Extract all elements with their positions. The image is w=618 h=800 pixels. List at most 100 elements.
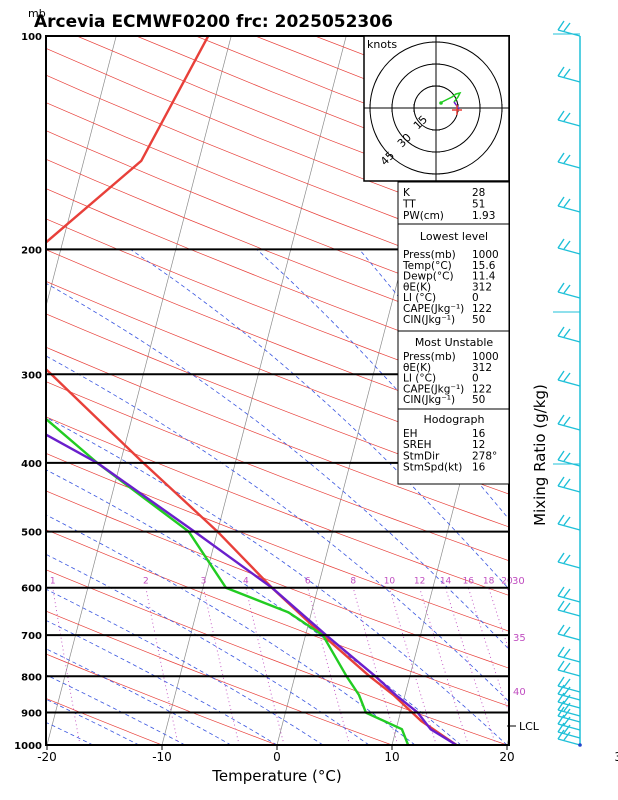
wind-barb bbox=[557, 476, 581, 493]
chart-title: Arcevia ECMWF0200 frc: 2025052306 bbox=[34, 12, 393, 32]
hodograph: knots 15 30 45 bbox=[363, 35, 510, 182]
index-label: StmSpd(kt) bbox=[403, 462, 462, 474]
index-value: 16 bbox=[472, 462, 486, 474]
y-tick-label: 600 bbox=[21, 584, 42, 595]
wind-barb bbox=[557, 552, 581, 569]
index-label: Press(mb) bbox=[403, 351, 456, 363]
index-value: 1000 bbox=[472, 249, 499, 261]
index-label: CIN(Jkg⁻¹) bbox=[403, 314, 455, 326]
indices-panel: Lowest level Most Unstable Hodograph K 28… bbox=[397, 181, 510, 485]
mixing-ratio-label: 4 bbox=[243, 577, 249, 587]
y-tick-label: 700 bbox=[21, 631, 42, 642]
wind-barb bbox=[557, 586, 581, 603]
index-label: PW(cm) bbox=[403, 210, 444, 222]
mixing-ratio-label: 10 bbox=[384, 577, 396, 587]
index-value: 0 bbox=[472, 373, 479, 385]
theta-e-label-40: 40 bbox=[513, 687, 526, 698]
x-tick-label: 20 bbox=[499, 750, 514, 764]
mixing-ratio-label: 1 bbox=[50, 577, 56, 587]
y-tick-label: 100 bbox=[21, 32, 42, 43]
index-label: Dewp(°C) bbox=[403, 271, 454, 283]
mixing-ratio-label: 3 bbox=[201, 577, 207, 587]
wind-barb bbox=[557, 660, 581, 677]
wind-barb bbox=[557, 370, 581, 387]
y-tick-label: 400 bbox=[21, 459, 42, 470]
x-tick-label: -20 bbox=[37, 750, 57, 764]
y-tick-label: 500 bbox=[21, 528, 42, 539]
wind-barb bbox=[557, 282, 581, 299]
hodograph-unit-label: knots bbox=[367, 38, 397, 51]
index-value: 50 bbox=[472, 314, 485, 326]
index-value: 1000 bbox=[472, 351, 499, 363]
mixing-ratio-label: 8 bbox=[350, 577, 356, 587]
index-value: 50 bbox=[472, 394, 485, 406]
wind-barb bbox=[557, 450, 581, 467]
wind-barb bbox=[557, 196, 581, 213]
index-label: StmDir bbox=[403, 450, 440, 462]
index-label: K bbox=[403, 187, 411, 199]
wind-barbs bbox=[553, 20, 582, 747]
index-label: Press(mb) bbox=[403, 249, 456, 261]
index-value: 0 bbox=[472, 292, 479, 304]
index-value: 122 bbox=[472, 383, 492, 395]
x-tick-label: -10 bbox=[152, 750, 172, 764]
unit-label: mb bbox=[28, 7, 46, 20]
theta-e-label-30: 30 bbox=[512, 576, 525, 587]
mixing-ratio-label: 14 bbox=[440, 577, 452, 587]
mixing-ratio-label: 6 bbox=[305, 577, 311, 587]
indices-hodo-title: Hodograph bbox=[424, 413, 485, 426]
y-axis-title: Mixing Ratio (g/kg) bbox=[531, 384, 549, 526]
index-value: 1.93 bbox=[472, 210, 495, 222]
x-tick-label: 30 bbox=[614, 750, 618, 764]
index-label: LI (°C) bbox=[403, 292, 436, 304]
index-label: SREH bbox=[403, 439, 432, 451]
wind-barb bbox=[557, 326, 581, 343]
wind-barb bbox=[557, 729, 581, 746]
x-tick-label: 0 bbox=[273, 750, 281, 764]
index-value: 12 bbox=[472, 439, 485, 451]
y-tick-label: 800 bbox=[21, 672, 42, 683]
index-value: 11.4 bbox=[472, 271, 496, 283]
wind-barb bbox=[557, 152, 581, 169]
index-value: 312 bbox=[472, 362, 492, 374]
indices-unstable-title: Most Unstable bbox=[415, 336, 494, 349]
index-label: θE(K) bbox=[403, 362, 431, 374]
mixing-ratio-label: 18 bbox=[483, 577, 495, 587]
indices-lowest-title: Lowest level bbox=[420, 230, 488, 243]
index-label: LI (°C) bbox=[403, 373, 436, 385]
y-tick-label: 300 bbox=[21, 370, 42, 381]
wind-barb bbox=[557, 20, 581, 37]
mixing-ratio-label: 16 bbox=[463, 577, 475, 587]
wind-barb bbox=[557, 514, 581, 531]
wind-barb bbox=[557, 624, 581, 641]
x-axis-title: Temperature (°C) bbox=[211, 767, 341, 785]
wind-barb bbox=[557, 414, 581, 431]
wind-barb bbox=[557, 238, 581, 255]
mixing-ratio-label: 2 bbox=[143, 577, 149, 587]
lcl-label: LCL bbox=[519, 720, 540, 733]
x-tick-label: 10 bbox=[384, 750, 399, 764]
theta-e-label-35: 35 bbox=[513, 633, 526, 644]
index-value: 16 bbox=[472, 428, 486, 440]
index-label: CAPE(Jkg⁻¹) bbox=[403, 303, 464, 315]
y-tick-label: 200 bbox=[21, 245, 42, 256]
index-value: 28 bbox=[472, 187, 485, 199]
wind-surface-dot bbox=[578, 743, 582, 747]
wind-barb bbox=[557, 600, 581, 617]
index-value: 122 bbox=[472, 303, 492, 315]
index-value: 51 bbox=[472, 199, 485, 211]
index-label: CIN(Jkg⁻¹) bbox=[403, 394, 455, 406]
y-tick-label: 900 bbox=[21, 709, 42, 720]
index-value: 312 bbox=[472, 281, 492, 293]
wind-barb bbox=[557, 66, 581, 83]
index-label: CAPE(Jkg⁻¹) bbox=[403, 383, 464, 395]
wind-barb bbox=[557, 646, 581, 663]
index-label: θE(K) bbox=[403, 281, 431, 293]
y-tick-label: 1000 bbox=[14, 741, 42, 752]
index-label: TT bbox=[402, 199, 416, 211]
mixing-ratio-label: 12 bbox=[414, 577, 425, 587]
wind-barb bbox=[557, 110, 581, 127]
index-label: Temp(°C) bbox=[402, 260, 452, 272]
mixing-ratio-label: 20 bbox=[501, 577, 513, 587]
